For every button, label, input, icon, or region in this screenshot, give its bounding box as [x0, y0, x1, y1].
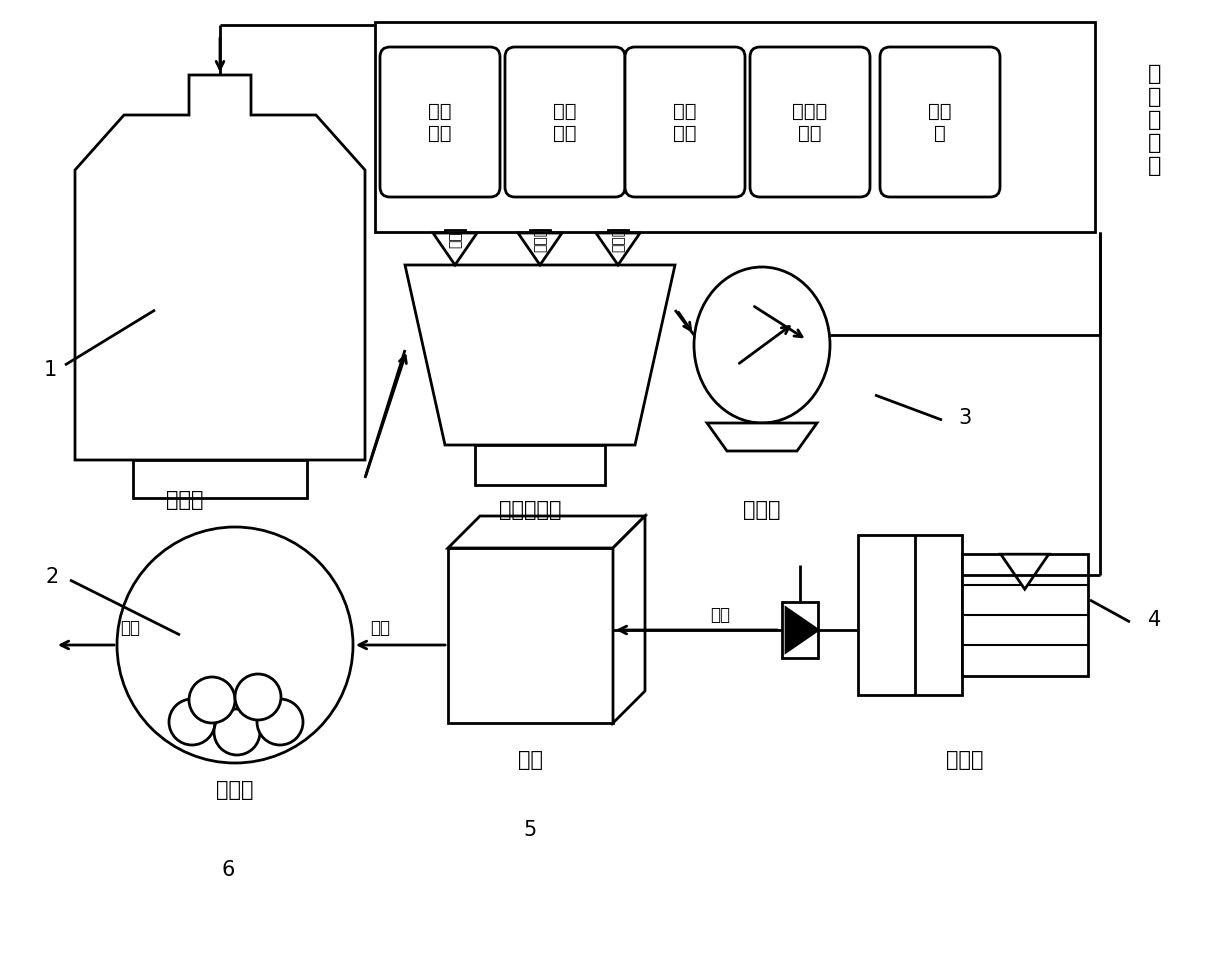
Circle shape	[214, 709, 260, 755]
Circle shape	[257, 699, 303, 745]
Polygon shape	[1001, 554, 1048, 589]
Polygon shape	[613, 516, 644, 723]
Bar	[375, 22, 1094, 232]
Text: 硷液: 硷液	[447, 231, 462, 248]
Text: 沉锷剤: 沉锷剤	[533, 227, 547, 252]
Text: 1: 1	[44, 360, 57, 380]
Polygon shape	[445, 230, 465, 233]
Bar	[447, 548, 613, 723]
Polygon shape	[530, 230, 550, 233]
Text: 絮凝剤: 絮凝剤	[610, 227, 625, 252]
Bar	[475, 445, 606, 485]
FancyBboxPatch shape	[379, 47, 500, 197]
Text: 3: 3	[958, 408, 972, 428]
Text: 离心泵: 离心泵	[743, 500, 781, 520]
Polygon shape	[786, 608, 818, 652]
Text: 清洗
车间: 清洗 车间	[674, 102, 697, 142]
FancyBboxPatch shape	[750, 47, 869, 197]
Polygon shape	[596, 233, 640, 265]
FancyBboxPatch shape	[505, 47, 625, 197]
Text: 清洗工
作服: 清洗工 作服	[793, 102, 828, 142]
Polygon shape	[608, 230, 627, 233]
FancyBboxPatch shape	[625, 47, 745, 197]
Circle shape	[188, 677, 235, 723]
Ellipse shape	[694, 267, 831, 423]
Bar	[858, 535, 962, 695]
Text: 4: 4	[1148, 610, 1161, 630]
Text: 压滤机: 压滤机	[946, 750, 984, 770]
Text: 切削
液: 切削 液	[928, 102, 952, 142]
Text: 收集罐: 收集罐	[167, 490, 204, 510]
Text: 清洗
设备: 清洗 设备	[428, 102, 452, 142]
Text: 球磨机: 球磨机	[216, 780, 254, 800]
Polygon shape	[518, 233, 562, 265]
Polygon shape	[75, 75, 365, 460]
Text: 6: 6	[221, 860, 235, 880]
Text: 清洗
零件: 清洗 零件	[553, 102, 576, 142]
Polygon shape	[405, 265, 675, 445]
Circle shape	[235, 674, 281, 720]
Text: 2: 2	[45, 567, 58, 587]
Bar	[962, 554, 1088, 676]
Text: 机
加
工
车
间: 机 加 工 车 间	[1148, 63, 1161, 177]
Polygon shape	[433, 233, 477, 265]
Polygon shape	[447, 516, 644, 548]
Text: 反应沉淤池: 反应沉淤池	[499, 500, 562, 520]
Text: 锷粉: 锷粉	[120, 619, 140, 637]
Bar	[782, 602, 818, 658]
FancyBboxPatch shape	[880, 47, 1000, 197]
Text: 5: 5	[523, 820, 536, 840]
Text: 锷泥: 锷泥	[710, 606, 730, 624]
Circle shape	[117, 527, 353, 763]
Bar	[133, 460, 306, 498]
Text: 锷块: 锷块	[370, 619, 390, 637]
Polygon shape	[706, 423, 817, 451]
Text: 烘筱: 烘筱	[518, 750, 544, 770]
Circle shape	[169, 699, 215, 745]
